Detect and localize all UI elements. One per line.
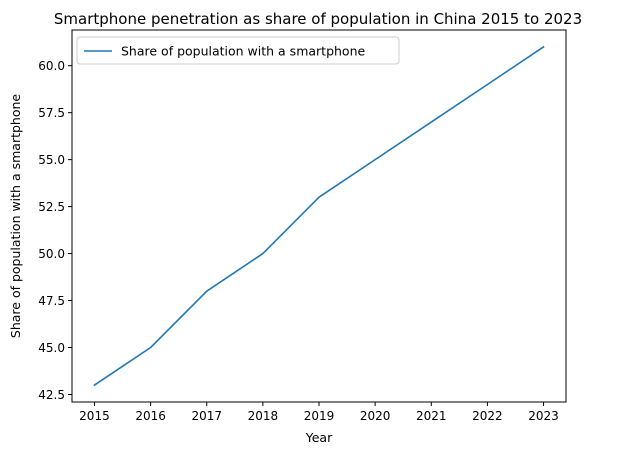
x-tick-label: 2017 xyxy=(191,409,222,423)
y-tick-label: 60.0 xyxy=(38,59,65,73)
y-axis-label: Share of population with a smartphone xyxy=(8,94,23,338)
x-tick-label: 2018 xyxy=(248,409,279,423)
x-tick-label: 2016 xyxy=(135,409,166,423)
plot-frame xyxy=(71,29,567,403)
x-axis: 2015 2016 2017 2018 2019 2020 2021 2022 2023 xyxy=(79,402,559,423)
legend-entry-label: Share of population with a smartphone xyxy=(121,44,365,59)
series-line-0 xyxy=(93,45,545,387)
x-tick-label: 2015 xyxy=(79,409,110,423)
legend: Share of population with a smartphone xyxy=(76,36,400,65)
y-tick-label: 42.5 xyxy=(38,388,65,402)
y-tick-label: 45.0 xyxy=(38,341,65,355)
y-tick-label: 55.0 xyxy=(38,153,65,167)
legend-box xyxy=(76,36,400,65)
y-tick-label: 52.5 xyxy=(38,200,65,214)
x-tick-label: 2019 xyxy=(304,409,335,423)
y-tick-label: 50.0 xyxy=(38,247,65,261)
y-axis: 42.5 45.0 47.5 50.0 52.5 55.0 57.5 60.0 xyxy=(38,59,72,402)
x-tick-label: 2021 xyxy=(416,409,447,423)
x-tick-label: 2020 xyxy=(360,409,391,423)
series-layer xyxy=(93,45,545,387)
x-tick-label: 2023 xyxy=(528,409,559,423)
y-tick-label: 57.5 xyxy=(38,106,65,120)
x-axis-label: Year xyxy=(305,430,333,445)
y-tick-label: 47.5 xyxy=(38,294,65,308)
chart-title: Smartphone penetration as share of popul… xyxy=(54,10,582,28)
x-tick-label: 2022 xyxy=(472,409,503,423)
